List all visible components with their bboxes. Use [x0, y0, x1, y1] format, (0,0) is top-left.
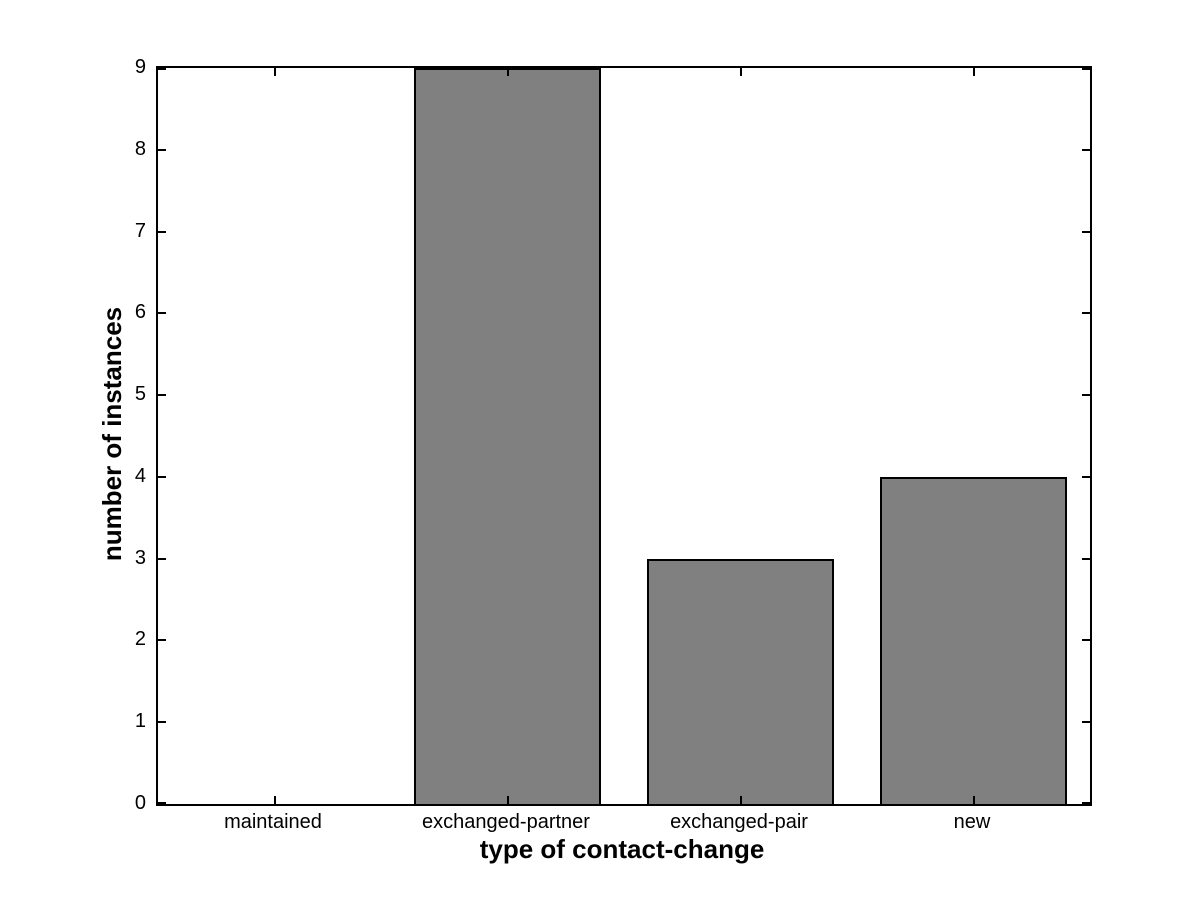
- tick-y-right-5: [1082, 394, 1090, 396]
- tick-y-right-4: [1082, 476, 1090, 478]
- x-tick-label-exchanged-pair: exchanged-pair: [670, 811, 808, 833]
- x-tick-bottom-new: [973, 796, 975, 804]
- tick-y-left-7: [158, 231, 166, 233]
- tick-y-right-2: [1082, 639, 1090, 641]
- y-tick-label-8: 8: [134, 138, 146, 160]
- y-tick-label-6: 6: [134, 301, 146, 323]
- tick-y-left-4: [158, 476, 166, 478]
- y-tick-label-4: 4: [134, 465, 146, 487]
- tick-y-left-5: [158, 394, 166, 396]
- y-tick-label-5: 5: [134, 383, 146, 405]
- tick-y-left-2: [158, 639, 166, 641]
- tick-y-left-8: [158, 149, 166, 151]
- tick-y-left-3: [158, 558, 166, 560]
- x-tick-bottom-exchanged-pair: [740, 796, 742, 804]
- tick-y-right-0: [1082, 802, 1090, 804]
- y-tick-label-7: 7: [134, 220, 146, 242]
- tick-y-right-9: [1082, 68, 1090, 70]
- y-tick-label-9: 9: [134, 56, 146, 78]
- x-tick-label-exchanged-partner: exchanged-partner: [422, 811, 590, 833]
- tick-y-right-8: [1082, 149, 1090, 151]
- tick-y-right-1: [1082, 721, 1090, 723]
- x-tick-label-maintained: maintained: [224, 811, 322, 833]
- x-tick-top-exchanged-pair: [740, 68, 742, 76]
- x-tick-label-new: new: [953, 811, 991, 833]
- tick-y-left-1: [158, 721, 166, 723]
- tick-y-right-7: [1082, 231, 1090, 233]
- tick-y-left-9: [158, 68, 166, 70]
- bar-new: [880, 477, 1067, 804]
- x-tick-top-new: [973, 68, 975, 76]
- tick-y-right-6: [1082, 312, 1090, 314]
- x-tick-bottom-maintained: [274, 796, 276, 804]
- x-tick-top-exchanged-partner: [507, 68, 509, 76]
- y-tick-label-3: 3: [134, 547, 146, 569]
- plot-area: [156, 66, 1092, 806]
- x-tick-top-maintained: [274, 68, 276, 76]
- x-tick-bottom-exchanged-partner: [507, 796, 509, 804]
- x-axis-title: type of contact-change: [479, 834, 765, 864]
- tick-y-right-3: [1082, 558, 1090, 560]
- bar-exchanged-partner: [414, 68, 601, 804]
- bar-exchanged-pair: [647, 559, 834, 804]
- y-tick-label-1: 1: [134, 710, 146, 732]
- tick-y-left-0: [158, 802, 166, 804]
- y-tick-label-0: 0: [134, 792, 146, 814]
- tick-y-left-6: [158, 312, 166, 314]
- y-axis-title: number of instances: [97, 306, 127, 562]
- y-tick-label-2: 2: [134, 628, 146, 650]
